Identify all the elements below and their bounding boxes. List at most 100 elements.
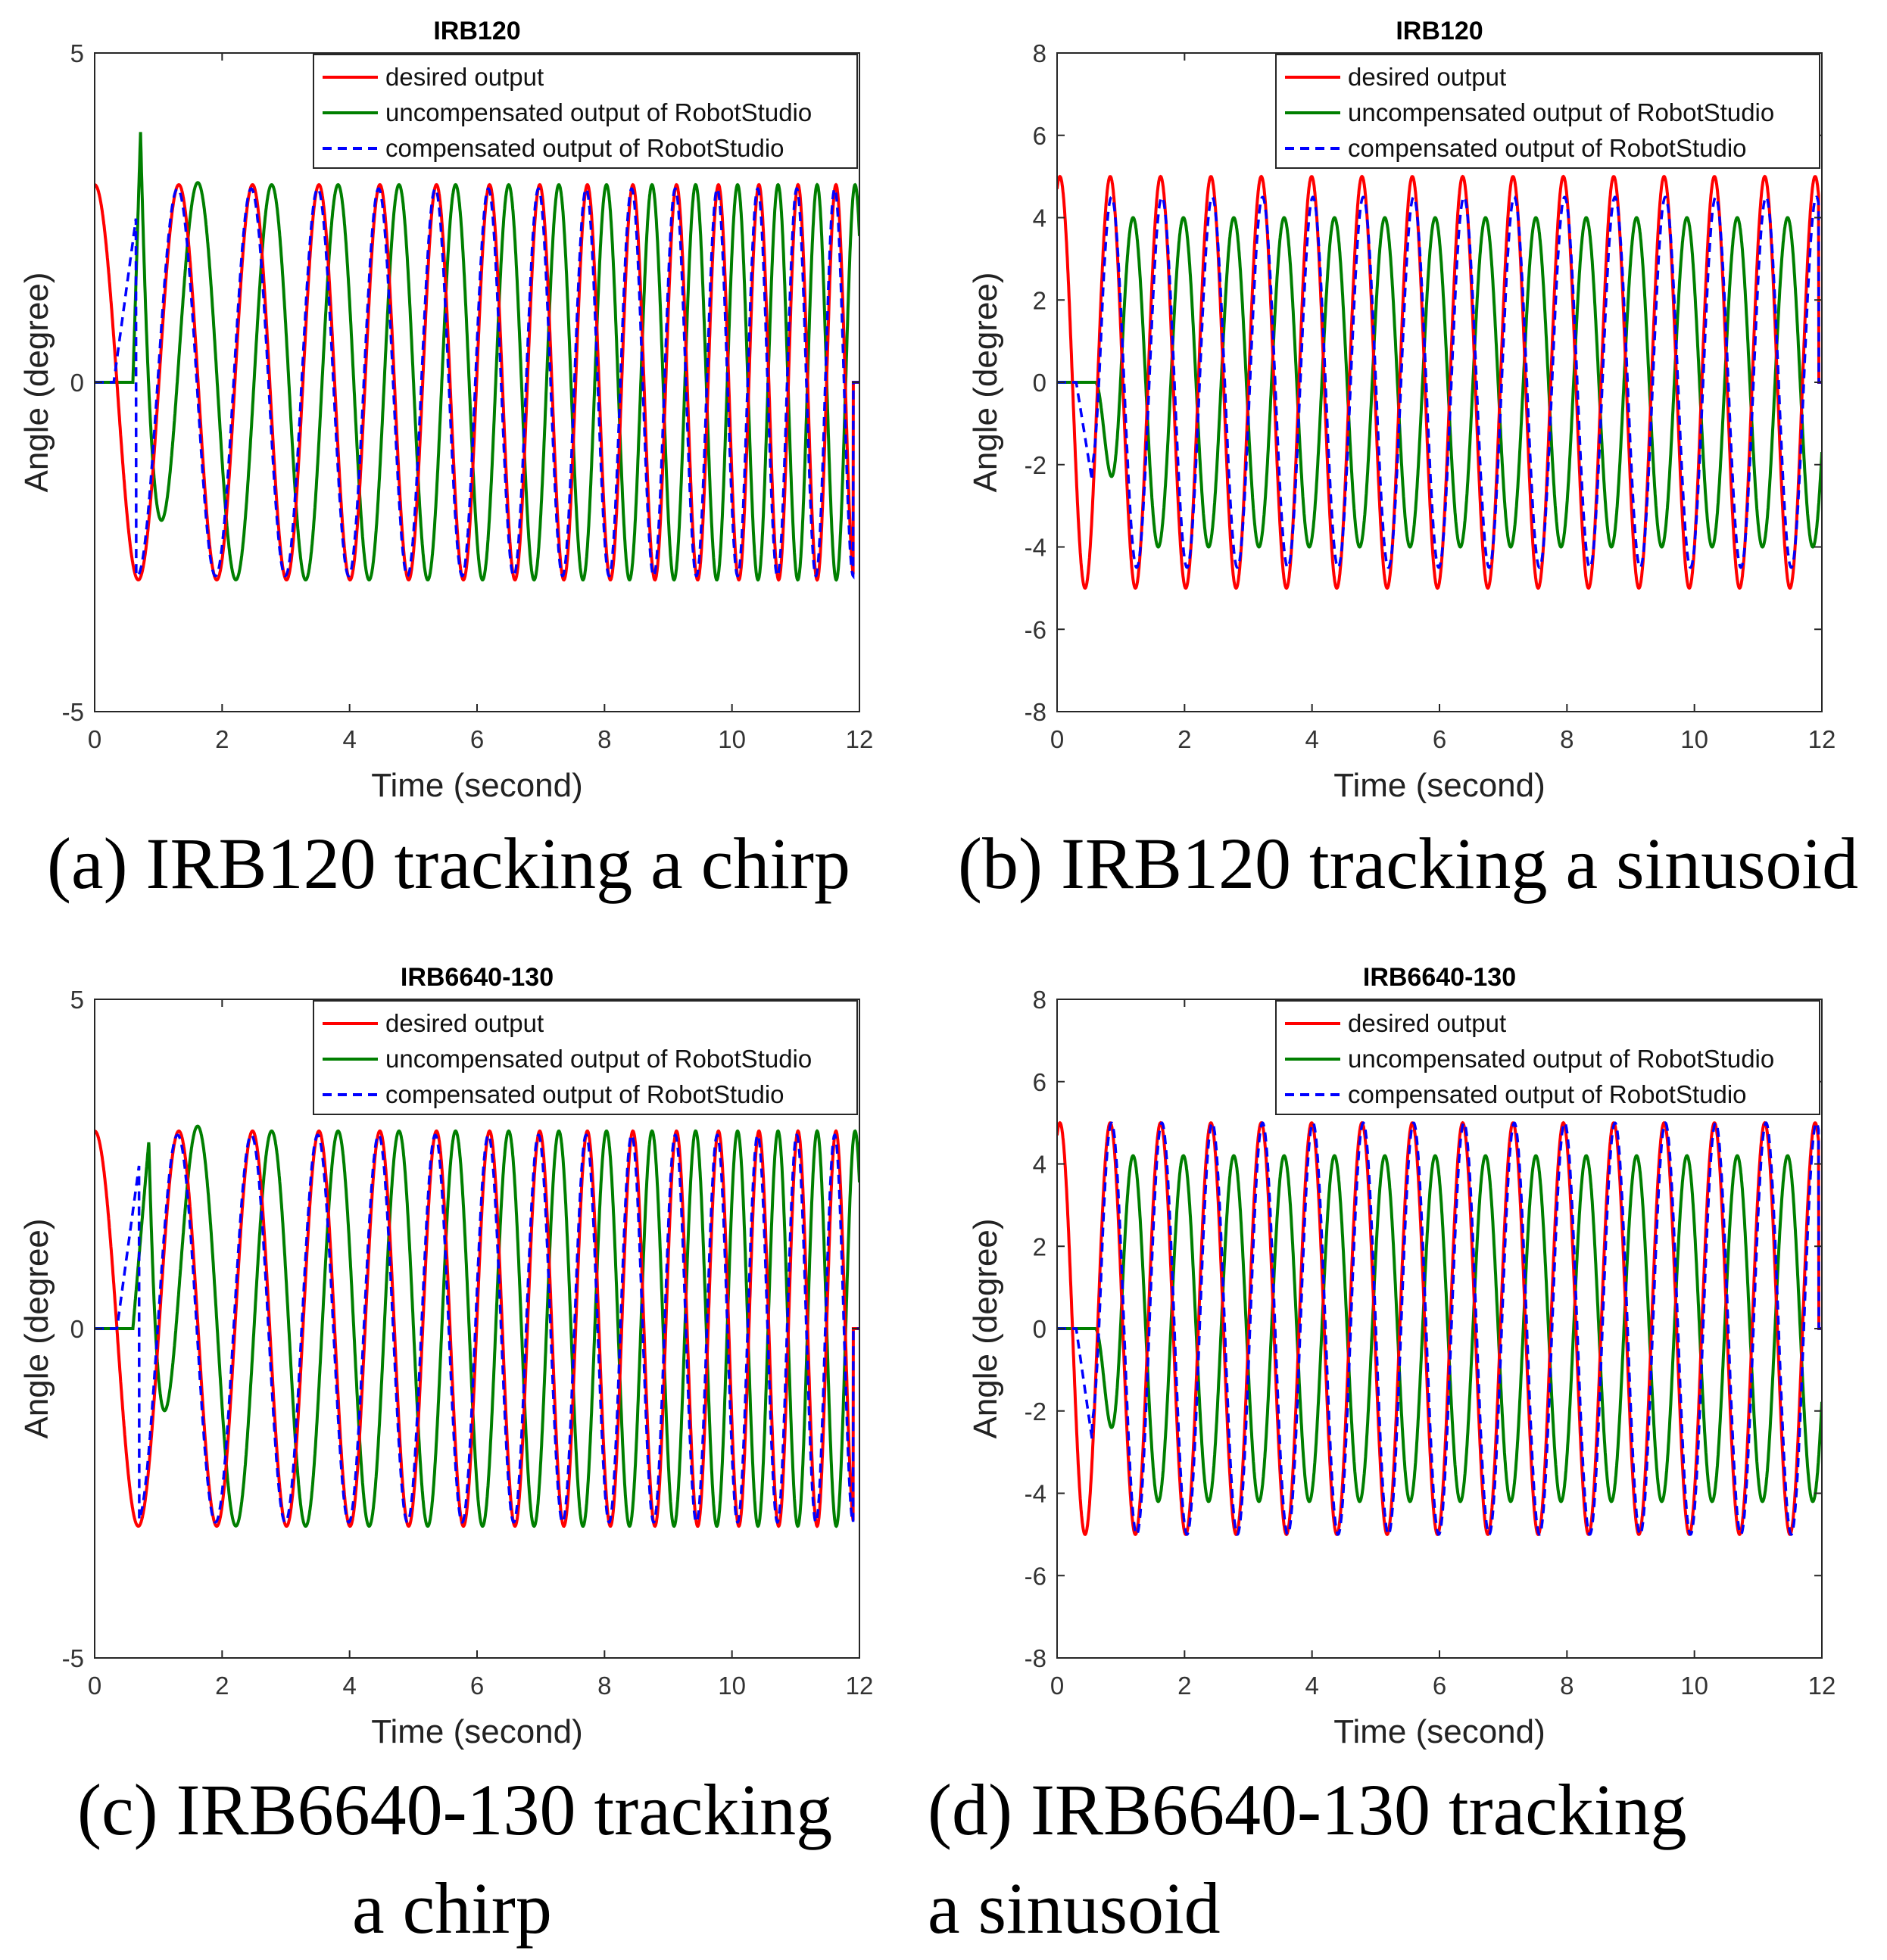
y-axis-label: Angle (degree) xyxy=(18,272,55,492)
x-tick-label: 0 xyxy=(88,1672,101,1700)
x-tick-label: 6 xyxy=(470,725,484,753)
chart-title: IRB120 xyxy=(1396,17,1483,45)
chart-panel-d: 0 2 4 6 8 10 12 -8 -6 -4 -2 0 2 4 6 8 IRB6640-130 Time (s… xyxy=(967,963,1836,1750)
caption-a: (a) IRB120 tracking a chirp xyxy=(47,823,850,904)
legend-box xyxy=(1275,54,1820,169)
series-compensated-line xyxy=(1057,195,1822,569)
x-tick-label: 0 xyxy=(1050,725,1064,753)
y-tick-label: 4 xyxy=(1033,204,1046,232)
legend-label-uncompensated: uncompensated output of RobotStudio xyxy=(1348,1045,1774,1073)
y-tick-label: 4 xyxy=(1033,1151,1046,1179)
series-desired-line xyxy=(95,182,859,582)
x-axis-label: Time (second) xyxy=(371,1713,583,1750)
y-tick-label: -4 xyxy=(1025,534,1046,562)
x-tick-label: 0 xyxy=(1050,1672,1064,1700)
y-tick-label: 0 xyxy=(1033,369,1046,397)
series-compensated-line xyxy=(95,187,859,580)
x-tick-label: 6 xyxy=(1433,725,1446,753)
x-tick-label: 6 xyxy=(1433,1672,1446,1700)
series-compensated-line xyxy=(1057,1120,1822,1536)
y-tick-label: 5 xyxy=(70,986,84,1014)
chart-title: IRB120 xyxy=(433,17,520,45)
y-tick-label: -8 xyxy=(1025,698,1046,726)
x-tick-label: 8 xyxy=(597,1672,611,1700)
legend-label-compensated: compensated output of RobotStudio xyxy=(385,1080,784,1108)
x-axis-label: Time (second) xyxy=(1333,1713,1545,1750)
y-tick-label: -4 xyxy=(1025,1480,1046,1508)
y-tick-label: -5 xyxy=(62,698,84,726)
y-tick-label: 0 xyxy=(70,1315,84,1343)
series-uncompensated-line xyxy=(95,1124,859,1528)
x-tick-label: 10 xyxy=(1680,1672,1708,1700)
legend-label-desired: desired output xyxy=(385,1009,544,1037)
legend-label-desired: desired output xyxy=(1348,1009,1506,1037)
y-tick-label: 0 xyxy=(1033,1315,1046,1343)
caption-b: (b) IRB120 tracking a sinusoid xyxy=(958,823,1859,904)
y-tick-label: -6 xyxy=(1025,615,1046,643)
x-tick-label: 2 xyxy=(1177,1672,1191,1700)
legend-box xyxy=(1275,1000,1820,1115)
caption-c-line2: a chirp xyxy=(352,1868,552,1949)
legend-label-desired: desired output xyxy=(385,63,544,91)
x-tick-label: 8 xyxy=(597,725,611,753)
caption-d-line1: (d) IRB6640-130 tracking xyxy=(928,1769,1687,1850)
x-tick-label: 0 xyxy=(88,725,101,753)
legend-box xyxy=(313,1000,858,1115)
series-uncompensated-line xyxy=(1057,216,1822,549)
legend-label-compensated: compensated output of RobotStudio xyxy=(1348,134,1747,162)
y-tick-label: -6 xyxy=(1025,1562,1046,1590)
chart-title: IRB6640-130 xyxy=(1363,963,1516,992)
x-tick-label: 12 xyxy=(846,1672,874,1700)
x-tick-label: 8 xyxy=(1560,725,1574,753)
legend-label-compensated: compensated output of RobotStudio xyxy=(1348,1080,1747,1108)
chart-title: IRB6640-130 xyxy=(401,963,554,992)
x-tick-label: 8 xyxy=(1560,1672,1574,1700)
legend-label-desired: desired output xyxy=(1348,63,1506,91)
x-tick-label: 4 xyxy=(342,1672,356,1700)
caption-d-line2: a sinusoid xyxy=(928,1868,1221,1949)
y-tick-label: -8 xyxy=(1025,1644,1046,1672)
y-axis-label: Angle (degree) xyxy=(967,272,1004,492)
series-compensated-line xyxy=(95,1133,859,1526)
series-group xyxy=(95,1124,859,1528)
series-group xyxy=(95,132,859,582)
x-tick-label: 12 xyxy=(846,725,874,753)
caption-c-line1: (c) IRB6640-130 tracking xyxy=(77,1769,833,1850)
x-tick-label: 2 xyxy=(1177,725,1191,753)
y-tick-label: 2 xyxy=(1033,1232,1046,1260)
legend-label-compensated: compensated output of RobotStudio xyxy=(385,134,784,162)
y-tick-label: 0 xyxy=(70,369,84,397)
series-group xyxy=(1057,1120,1822,1537)
chart-panel-b: 0 2 4 6 8 10 12 -8 -6 -4 -2 0 2 4 6 8 IRB120 Time (second… xyxy=(967,17,1836,804)
y-tick-label: 8 xyxy=(1033,986,1046,1014)
x-tick-label: 10 xyxy=(718,725,746,753)
x-tick-label: 4 xyxy=(1305,725,1318,753)
legend-label-uncompensated: uncompensated output of RobotStudio xyxy=(385,98,812,126)
x-tick-label: 4 xyxy=(1305,1672,1318,1700)
y-tick-label: -5 xyxy=(62,1644,84,1672)
y-tick-label: -2 xyxy=(1025,1398,1046,1426)
x-tick-label: 10 xyxy=(718,1672,746,1700)
legend-box xyxy=(313,54,858,169)
y-axis-label: Angle (degree) xyxy=(967,1218,1004,1438)
x-tick-label: 12 xyxy=(1808,1672,1836,1700)
y-tick-label: -2 xyxy=(1025,451,1046,479)
y-tick-label: 5 xyxy=(70,39,84,67)
series-uncompensated-line xyxy=(1057,1154,1822,1503)
x-tick-label: 10 xyxy=(1680,725,1708,753)
series-uncompensated-line xyxy=(95,132,859,582)
y-axis-label: Angle (degree) xyxy=(18,1218,55,1438)
x-tick-label: 12 xyxy=(1808,725,1836,753)
x-tick-label: 2 xyxy=(215,725,229,753)
y-tick-label: 8 xyxy=(1033,39,1046,67)
x-axis-label: Time (second) xyxy=(1333,767,1545,804)
legend-label-uncompensated: uncompensated output of RobotStudio xyxy=(385,1045,812,1073)
y-tick-label: 6 xyxy=(1033,1068,1046,1096)
y-tick-label: 6 xyxy=(1033,122,1046,150)
x-tick-label: 6 xyxy=(470,1672,484,1700)
x-tick-label: 2 xyxy=(215,1672,229,1700)
x-tick-label: 4 xyxy=(342,725,356,753)
